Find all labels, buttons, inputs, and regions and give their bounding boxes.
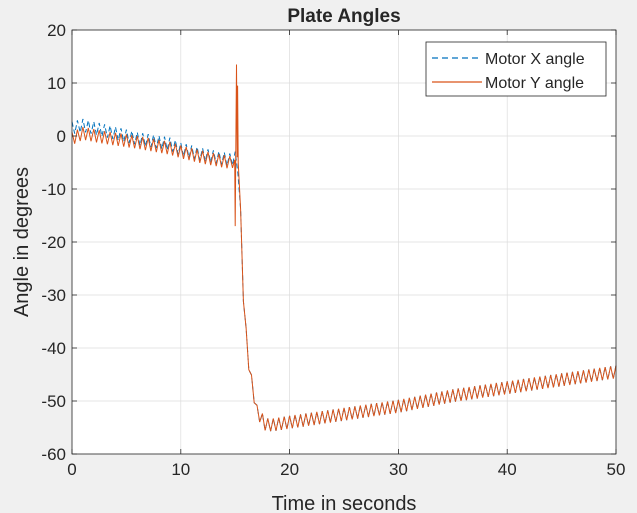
y-axis-label: Angle in degrees [11, 167, 33, 317]
legend: Motor X angle Motor Y angle [425, 41, 607, 97]
x-tick-label: 20 [280, 460, 299, 479]
y-tick-label: 0 [57, 127, 66, 146]
y-tick-label: -30 [41, 286, 66, 305]
chart-title: Plate Angles [287, 6, 400, 27]
x-tick-label: 0 [67, 460, 76, 479]
legend-label-motor-x: Motor X angle [485, 51, 585, 68]
x-tick-label: 40 [498, 460, 517, 479]
axis-ticks: 0 10 20 30 40 50 20 10 0 -10 -20 -30 -40 -50 -60 [41, 21, 625, 479]
series-layer [71, 64, 617, 432]
y-tick-label: -40 [41, 339, 66, 358]
x-tick-label: 50 [607, 460, 626, 479]
x-tick-label: 10 [171, 460, 190, 479]
y-tick-label: 20 [47, 21, 66, 40]
legend-label-motor-y: Motor Y angle [485, 75, 584, 92]
legend-box [425, 41, 607, 97]
y-tick-label: -60 [41, 445, 66, 464]
y-tick-label: -20 [41, 233, 66, 252]
y-tick-label: -50 [41, 392, 66, 411]
y-tick-label: -10 [41, 180, 66, 199]
y-tick-label: 10 [47, 74, 66, 93]
x-axis-label: Time in seconds [272, 493, 417, 513]
series-line-motor-y-angle [71, 64, 617, 432]
x-tick-label: 30 [389, 460, 408, 479]
